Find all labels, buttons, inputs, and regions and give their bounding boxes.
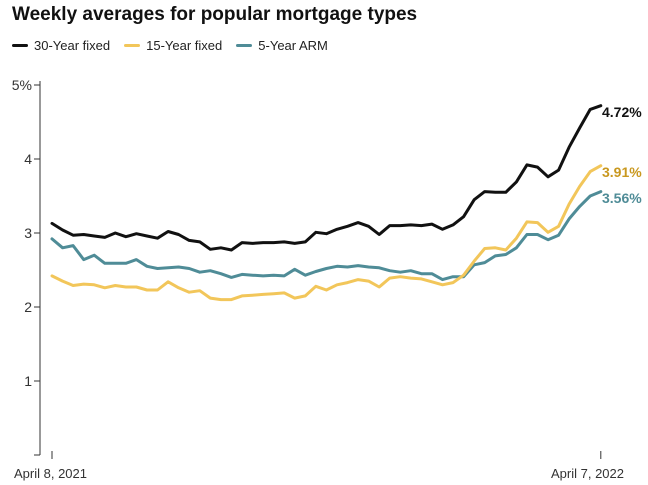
legend-label-15-year-fixed: 15-Year fixed xyxy=(146,38,223,53)
legend-label-30-year-fixed: 30-Year fixed xyxy=(34,38,111,53)
y-tick-label-2: 2 xyxy=(24,299,32,315)
y-tick-label-5: 5% xyxy=(12,77,32,93)
x-tick-label-end: April 7, 2022 xyxy=(551,466,624,481)
end-label-15-year-fixed: 3.91% xyxy=(602,164,642,180)
legend-item-5-year-arm: 5-Year ARM xyxy=(236,38,328,53)
legend-item-15-year-fixed: 15-Year fixed xyxy=(124,38,222,53)
series-line-30-year-fixed xyxy=(50,104,603,252)
end-label-30-year-fixed: 4.72% xyxy=(602,104,642,120)
end-label-5-year-arm: 3.56% xyxy=(602,190,642,206)
legend: 30-Year fixed 15-Year fixed 5-Year ARM xyxy=(12,38,328,53)
legend-label-5-year-arm: 5-Year ARM xyxy=(258,38,328,53)
y-tick-label-3: 3 xyxy=(24,225,32,241)
legend-swatch-15-year-fixed xyxy=(124,44,141,47)
legend-swatch-5-year-arm xyxy=(236,44,253,47)
y-tick-label-4: 4 xyxy=(24,151,32,167)
legend-item-30-year-fixed: 30-Year fixed xyxy=(12,38,110,53)
series-line-15-year-fixed xyxy=(50,164,603,302)
series-line-5-year-arm xyxy=(50,190,603,282)
chart-title: Weekly averages for popular mortgage typ… xyxy=(12,4,418,25)
y-tick-label-1: 1 xyxy=(24,373,32,389)
legend-swatch-30-year-fixed xyxy=(12,44,28,47)
x-tick-label-start: April 8, 2021 xyxy=(14,466,87,481)
